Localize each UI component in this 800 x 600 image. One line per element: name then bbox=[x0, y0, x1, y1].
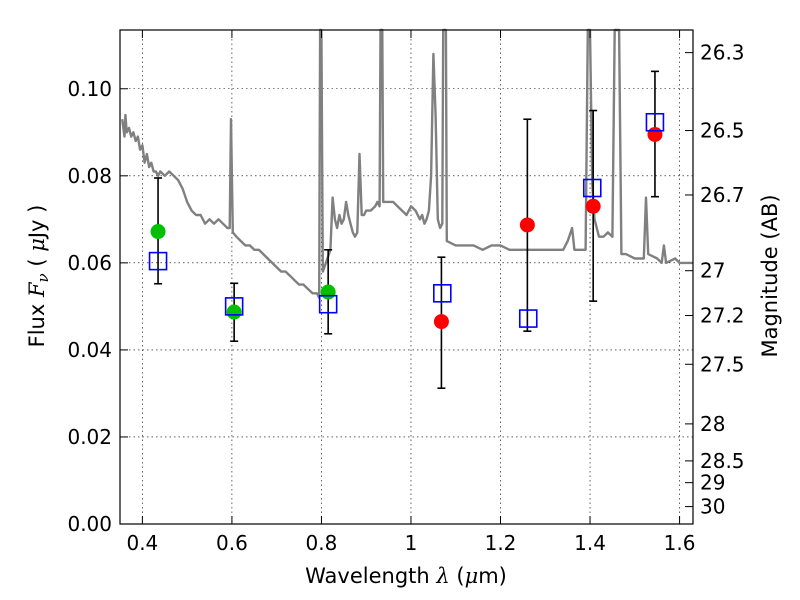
model-spectrum bbox=[121, 28, 693, 299]
grid bbox=[120, 30, 693, 525]
spectrum-line bbox=[121, 28, 693, 299]
y-tick-label: 0.04 bbox=[67, 338, 112, 362]
y-tick-label: 0.02 bbox=[67, 425, 112, 449]
x-tick-label: 0.6 bbox=[216, 531, 248, 555]
y2-tick-label: 28 bbox=[700, 412, 725, 436]
model-point bbox=[645, 112, 665, 132]
model-photometry-points bbox=[148, 112, 665, 328]
y2-tick-label: 26.3 bbox=[700, 41, 745, 65]
observed-point bbox=[585, 198, 601, 214]
y2-tick-label: 26.7 bbox=[700, 183, 745, 207]
model-point bbox=[433, 284, 452, 303]
observed-point bbox=[433, 314, 449, 330]
y2-axis-label: Magnitude (AB) bbox=[758, 194, 782, 357]
y-tick-label: 0.06 bbox=[67, 251, 112, 275]
axis-ticks: 0.4 0.6 0.8 1 1.2 1.4 1.6 0.00 0.02 0.04 0.06 0.08 0… bbox=[67, 30, 745, 555]
y2-tick-label: 30 bbox=[700, 495, 725, 519]
y2-tick-label: 26.5 bbox=[700, 119, 745, 143]
y2-tick-label: 27 bbox=[700, 259, 725, 283]
x-tick-label: 1.4 bbox=[574, 531, 606, 555]
x-tick-label: 0.4 bbox=[126, 531, 158, 555]
y-tick-label: 0.08 bbox=[67, 164, 112, 188]
model-point bbox=[518, 309, 538, 328]
y2-tick-label: 29 bbox=[700, 471, 725, 495]
plot-frame bbox=[119, 29, 694, 525]
model-point bbox=[148, 251, 168, 271]
error-bars bbox=[154, 70, 659, 390]
observed-point bbox=[519, 217, 535, 233]
x-tick-label: 1.6 bbox=[664, 531, 696, 555]
observed-point bbox=[320, 284, 336, 300]
x-axis-label: Wavelength λ (μm) bbox=[305, 564, 507, 588]
x-tick-label: 1.2 bbox=[485, 531, 517, 555]
observed-point bbox=[150, 224, 166, 240]
y-tick-label: 0.10 bbox=[67, 77, 112, 101]
model-point bbox=[224, 297, 244, 316]
model-point bbox=[318, 294, 338, 314]
model-point bbox=[582, 178, 602, 198]
y2-tick-label: 27.5 bbox=[700, 352, 745, 376]
y-tick-label: 0.00 bbox=[67, 512, 112, 536]
y2-tick-label: 28.5 bbox=[700, 449, 745, 473]
y2-tick-label: 27.2 bbox=[700, 304, 745, 328]
observed-point bbox=[226, 304, 242, 320]
observed-point bbox=[647, 126, 663, 142]
y-axis-label: Flux Fν ( μJy ) bbox=[25, 205, 52, 348]
x-tick-label: 1 bbox=[405, 531, 418, 555]
x-tick-label: 0.8 bbox=[306, 531, 338, 555]
